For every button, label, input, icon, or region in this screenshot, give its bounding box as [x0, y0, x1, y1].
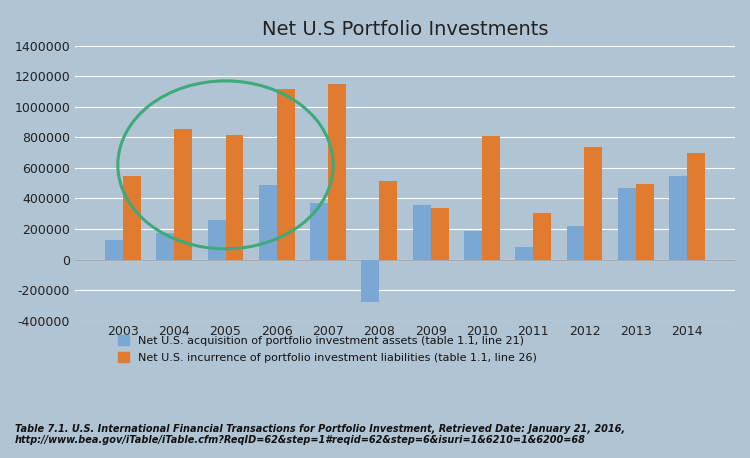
Bar: [123, 175, 141, 260]
Bar: [515, 247, 533, 260]
Bar: [328, 84, 346, 260]
Bar: [669, 176, 687, 260]
Bar: [618, 188, 636, 260]
Bar: [687, 153, 705, 260]
Bar: [380, 181, 398, 260]
Bar: [105, 240, 123, 260]
Bar: [533, 213, 551, 260]
Text: Table 7.1. U.S. International Financial Transactions for Portfolio Investment, R: Table 7.1. U.S. International Financial …: [15, 424, 626, 445]
Bar: [259, 185, 277, 260]
Bar: [482, 136, 500, 260]
Bar: [362, 260, 380, 302]
Bar: [174, 129, 192, 260]
Bar: [636, 184, 654, 260]
Bar: [584, 147, 602, 260]
Bar: [156, 233, 174, 260]
Bar: [226, 135, 244, 260]
Bar: [413, 205, 430, 260]
Bar: [430, 207, 448, 260]
Bar: [208, 220, 226, 260]
Legend: Net U.S. acquisition of portfolio investment assets (table 1.1, line 21), Net U.: Net U.S. acquisition of portfolio invest…: [118, 335, 537, 363]
Bar: [464, 231, 482, 260]
Bar: [566, 226, 584, 260]
Bar: [277, 88, 295, 260]
Title: Net U.S Portfolio Investments: Net U.S Portfolio Investments: [262, 20, 548, 38]
Bar: [310, 203, 328, 260]
